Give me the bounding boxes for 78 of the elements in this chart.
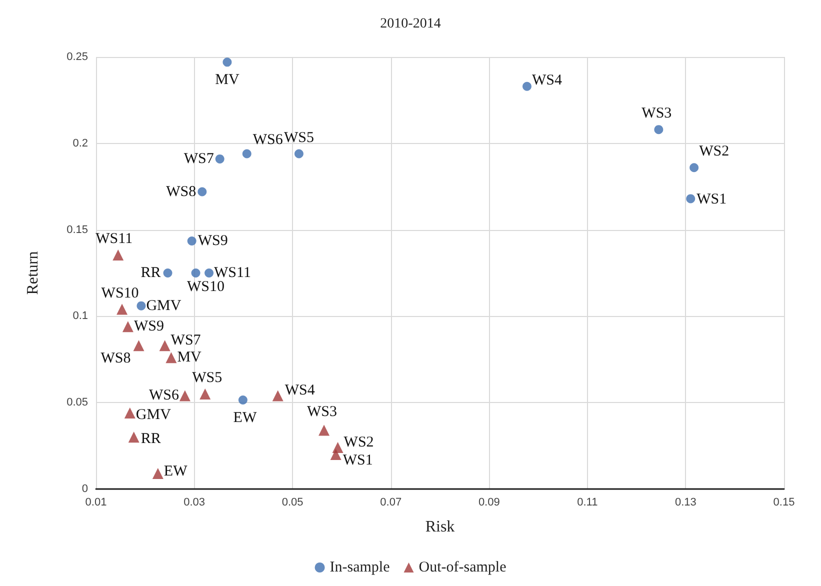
point — [179, 390, 190, 402]
point — [191, 268, 200, 278]
annotation: MV — [177, 350, 202, 366]
point — [152, 468, 164, 479]
annotation: WS9 — [198, 233, 228, 250]
point — [159, 340, 170, 352]
point — [122, 321, 134, 332]
annotation: WS1 — [342, 452, 373, 468]
point — [163, 268, 172, 278]
point — [238, 396, 248, 405]
annotation: WS10 — [187, 279, 225, 295]
annotation: RR — [140, 431, 161, 448]
annotation: WS10 — [101, 285, 139, 302]
y-tick-label: 0.2 — [72, 137, 88, 150]
point — [330, 448, 342, 460]
point — [204, 268, 214, 278]
x-tick-label: 0.13 — [675, 496, 696, 508]
annotation: WS11 — [214, 265, 251, 281]
annotation: WS8 — [166, 184, 196, 200]
point — [222, 58, 232, 67]
point — [187, 236, 196, 246]
point — [242, 149, 252, 158]
point — [318, 424, 330, 436]
annotation: EW — [233, 410, 258, 426]
point — [294, 149, 304, 158]
x-tick-label: 0.05 — [282, 496, 304, 508]
annotation: WS6 — [148, 388, 180, 404]
point — [128, 432, 140, 443]
point — [198, 187, 207, 196]
annotation: WS11 — [96, 231, 133, 248]
annotation: WS4 — [284, 382, 316, 399]
point — [166, 352, 177, 364]
x-tick-label: 0.09 — [478, 496, 500, 508]
annotation: GMV — [136, 406, 172, 423]
chart-title: 2010-2014 — [380, 16, 441, 32]
annotation: WS3 — [307, 404, 338, 420]
annotation: WS7 — [184, 150, 214, 167]
annotation: WS6 — [252, 132, 284, 148]
x-tick-label: 0.11 — [577, 496, 598, 508]
annotation: GMV — [146, 298, 182, 314]
y-tick-label: 0.15 — [66, 224, 88, 236]
legend-label: In-sample — [330, 560, 390, 576]
y-axis-title: Return — [24, 251, 42, 295]
point — [133, 340, 144, 352]
annotation: WS4 — [532, 72, 562, 88]
y-tick-label: 0 — [82, 483, 88, 495]
annotation: WS2 — [699, 144, 730, 160]
annotation: WS5 — [284, 130, 314, 146]
point — [215, 154, 224, 164]
y-tick-label: 0.05 — [66, 396, 88, 409]
x-tick-label: 0.01 — [85, 496, 107, 508]
annotation: EW — [164, 463, 188, 480]
annotation: WS7 — [170, 332, 202, 349]
point — [200, 388, 211, 400]
x-tick-label: 0.03 — [184, 496, 205, 508]
annotation: WS1 — [696, 192, 727, 208]
y-tick-label: 0.1 — [72, 310, 88, 322]
point — [136, 301, 146, 310]
x-axis-title: Risk — [425, 518, 455, 536]
point — [116, 304, 128, 315]
annotation: WS8 — [100, 350, 131, 367]
point — [522, 82, 532, 91]
annotation: MV — [215, 72, 240, 88]
annotation: WS9 — [134, 318, 164, 335]
y-tick-label: 0.25 — [66, 51, 88, 63]
point — [112, 250, 124, 261]
annotation: RR — [140, 265, 161, 281]
annotation: WS2 — [344, 434, 374, 451]
point — [124, 407, 136, 418]
point — [654, 125, 664, 134]
point — [690, 163, 699, 172]
x-tick-label: 0.07 — [380, 496, 402, 508]
point — [686, 194, 696, 204]
annotation: WS3 — [642, 106, 672, 122]
annotation: WS5 — [192, 370, 222, 386]
point — [272, 390, 284, 402]
legend-label: Out-of-sample — [418, 560, 507, 576]
x-tick-label: 0.15 — [773, 496, 795, 508]
